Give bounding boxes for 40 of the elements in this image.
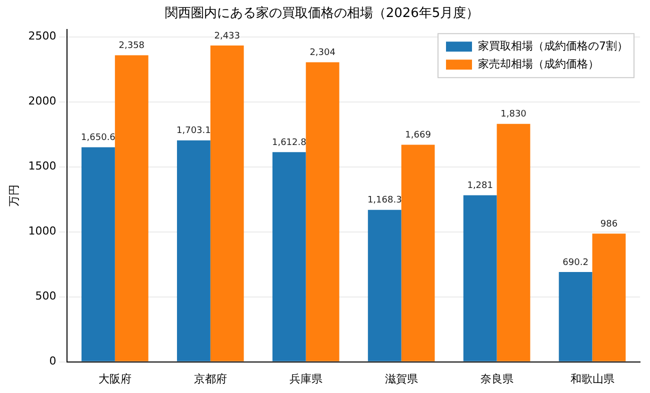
- data-label: 1,612.8: [272, 138, 307, 148]
- y-tick-label: 0: [49, 354, 56, 368]
- bar: [558, 272, 592, 362]
- bar: [368, 210, 402, 362]
- bar: [592, 234, 626, 362]
- data-label: 986: [600, 219, 618, 230]
- y-tick-label: 500: [35, 290, 56, 303]
- data-label: 1,669: [405, 130, 432, 141]
- x-tick-label: 兵庫県: [289, 372, 322, 386]
- bar: [176, 140, 210, 362]
- bar: [272, 152, 306, 362]
- y-tick-label: 1500: [28, 160, 56, 173]
- y-tick-label: 2500: [28, 30, 56, 43]
- y-axis-title: 万円: [7, 184, 20, 207]
- bar: [496, 124, 530, 362]
- data-label: 1,703.1: [176, 126, 211, 136]
- x-tick-label: 大阪府: [98, 372, 132, 386]
- data-label: 1,830: [500, 110, 527, 120]
- bar: [401, 144, 435, 362]
- data-label: 1,168.3: [367, 196, 402, 206]
- x-tick-label: 和歌山県: [570, 372, 614, 386]
- x-tick-label: 京都府: [194, 372, 227, 386]
- legend-label: 家買取相場（成約価格の7割）: [478, 39, 628, 52]
- legend-label: 家売却相場（成約価格）: [478, 57, 599, 70]
- x-tick-label: 奈良県: [480, 372, 514, 386]
- data-label: 690.2: [562, 258, 588, 268]
- data-label: 2,304: [310, 48, 336, 58]
- bar: [463, 195, 497, 362]
- y-tick-label: 1000: [28, 224, 56, 238]
- y-tick-label: 2000: [28, 94, 56, 108]
- data-label: 1,650.6: [81, 133, 116, 144]
- bar: [210, 45, 244, 362]
- bar: [82, 147, 115, 362]
- bar: [306, 62, 340, 362]
- data-label: 2,433: [214, 31, 240, 42]
- data-label: 2,358: [118, 41, 145, 52]
- chart-title: 関西圏内にある家の買取価格の相場（2026年5月度）: [164, 5, 480, 22]
- bar: [114, 55, 148, 362]
- x-tick-label: 滋賀県: [384, 372, 418, 386]
- data-label: 1,281: [467, 181, 493, 192]
